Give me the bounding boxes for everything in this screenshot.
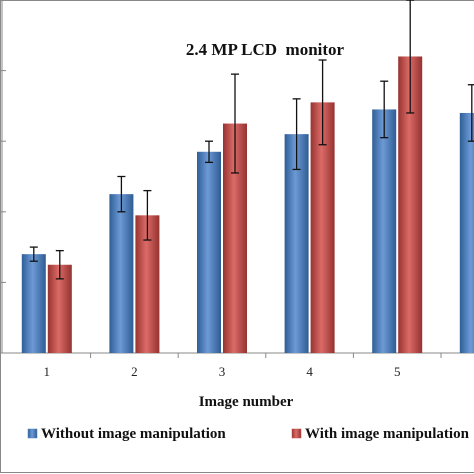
x-tick-labels: 123456: [44, 364, 401, 379]
x-tick-label-3: 3: [219, 364, 226, 379]
x-tick-label-5: 5: [394, 364, 401, 379]
legend-swatch-without: [27, 428, 38, 439]
x-tick-label-1: 1: [44, 364, 51, 379]
bar-without-manipulation-6: [459, 112, 474, 354]
error-bars: [29, 0, 474, 280]
chart-title: 2.4 MP LCD monitor: [186, 40, 345, 59]
legend: Without image manipulation With image man…: [27, 426, 470, 442]
bar-without-manipulation-1: [21, 254, 46, 353]
legend-swatch-with: [291, 428, 302, 439]
x-tick-label-4: 4: [306, 364, 313, 379]
bar-without-manipulation-2: [109, 194, 134, 353]
bar-without-manipulation-5: [372, 109, 397, 354]
x-tick-label-2: 2: [131, 364, 138, 379]
bar-without-manipulation-3: [197, 151, 221, 353]
legend-label-with: With image manipulation: [305, 426, 470, 442]
bar-without-manipulation-4: [284, 134, 309, 353]
legend-label-without: Without image manipulation: [41, 426, 226, 442]
bars: [21, 56, 474, 354]
x-axis-title: Image number: [199, 394, 294, 410]
